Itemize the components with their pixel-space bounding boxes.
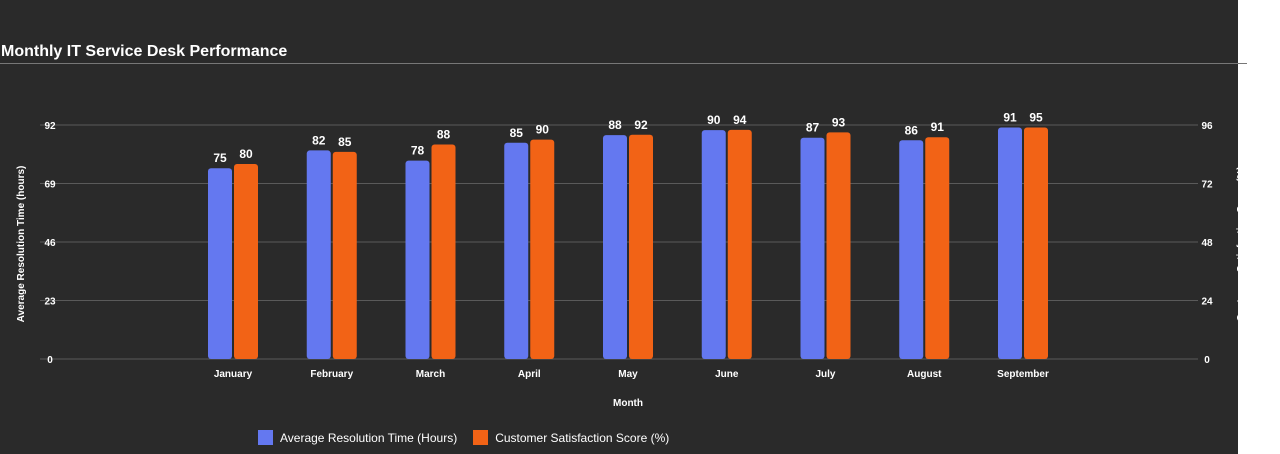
- bar-satisfaction-score: [234, 164, 258, 359]
- y-tick-label-left: 69: [44, 180, 56, 191]
- y-tick-label-right: 72: [1201, 180, 1213, 191]
- data-label-satisfaction-score: 95: [1029, 110, 1043, 124]
- data-label-satisfaction-score: 90: [536, 123, 550, 137]
- y-tick-label-left: 92: [44, 121, 56, 132]
- legend-label-resolution-time: Average Resolution Time (Hours): [280, 430, 458, 445]
- x-tick-label: September: [997, 369, 1049, 380]
- bar-resolution-time: [899, 140, 924, 359]
- x-tick-label: February: [310, 369, 353, 380]
- chart-legend: Average Resolution Time (Hours) Customer…: [258, 430, 685, 445]
- bar-resolution-time: [603, 135, 627, 359]
- x-tick-label: July: [815, 369, 835, 380]
- legend-item-resolution-time[interactable]: Average Resolution Time (Hours): [258, 430, 457, 445]
- legend-swatch-satisfaction-score: [473, 430, 489, 445]
- data-label-satisfaction-score: 80: [239, 147, 253, 161]
- legend-swatch-resolution-time: [258, 430, 273, 445]
- data-label-resolution-time: 90: [707, 113, 721, 127]
- bar-satisfaction-score: [629, 134, 653, 359]
- chart-panel: Monthly IT Service Desk Performance 0 0 23…: [0, 0, 1247, 454]
- data-label-resolution-time: 82: [312, 133, 326, 147]
- bar-satisfaction-score: [431, 144, 456, 359]
- data-label-satisfaction-score: 93: [832, 115, 846, 129]
- x-axis-title: Month: [613, 398, 643, 409]
- bar-resolution-time: [208, 168, 232, 359]
- y-axis-title-right: Customer Satisfaction Score (%): [1236, 166, 1238, 321]
- data-label-resolution-time: 86: [905, 123, 919, 137]
- y-tick-label-right: 96: [1201, 121, 1213, 132]
- x-tick-label: January: [214, 369, 253, 380]
- data-label-resolution-time: 75: [213, 151, 227, 165]
- title-divider: [0, 63, 1247, 64]
- legend-item-satisfaction-score[interactable]: Customer Satisfaction Score (%): [473, 430, 669, 445]
- y-tick-label-left: 46: [44, 238, 56, 249]
- chart-title: Monthly IT Service Desk Performance: [1, 43, 288, 60]
- data-label-satisfaction-score: 85: [338, 135, 352, 149]
- bar-chart: 0 0 23 24 46 48 69 72 92 96 75 80 January 82 85 Februar…: [16, 110, 1238, 409]
- data-label-resolution-time: 87: [806, 121, 820, 135]
- data-label-satisfaction-score: 91: [931, 120, 945, 134]
- data-label-satisfaction-score: 88: [437, 128, 451, 142]
- data-label-resolution-time: 78: [411, 144, 425, 158]
- bar-resolution-time: [306, 150, 331, 359]
- bar-resolution-time: [504, 142, 529, 359]
- y-tick-label-right: 24: [1201, 297, 1213, 308]
- data-label-resolution-time: 88: [608, 118, 622, 132]
- bar-resolution-time: [701, 130, 726, 359]
- bar-satisfaction-score: [332, 151, 357, 359]
- y-tick-label-right: 0: [1204, 355, 1210, 366]
- y-tick-label-left: 0: [47, 355, 53, 366]
- y-axis-title-left: Average Resolution Time (hours): [16, 166, 27, 323]
- y-tick-label-left: 23: [44, 297, 56, 308]
- x-tick-label: March: [416, 369, 445, 380]
- bar-satisfaction-score: [826, 132, 851, 359]
- bar-resolution-time: [405, 160, 430, 359]
- data-label-satisfaction-score: 92: [634, 118, 648, 132]
- bar-resolution-time: [800, 137, 825, 359]
- x-tick-label: April: [518, 369, 541, 380]
- data-label-satisfaction-score: 94: [733, 113, 747, 127]
- bar-satisfaction-score: [1024, 127, 1048, 359]
- y-tick-label-right: 48: [1201, 238, 1213, 249]
- data-label-resolution-time: 91: [1003, 111, 1017, 125]
- x-tick-label: August: [907, 369, 942, 380]
- bar-satisfaction-score: [925, 137, 950, 359]
- bar-satisfaction-score: [530, 139, 555, 359]
- bar-satisfaction-score: [727, 129, 752, 359]
- bar-resolution-time: [998, 127, 1022, 359]
- legend-label-satisfaction-score: Customer Satisfaction Score (%): [495, 430, 670, 445]
- x-tick-label: May: [618, 369, 638, 380]
- data-label-resolution-time: 85: [510, 126, 524, 140]
- x-tick-label: June: [715, 369, 739, 380]
